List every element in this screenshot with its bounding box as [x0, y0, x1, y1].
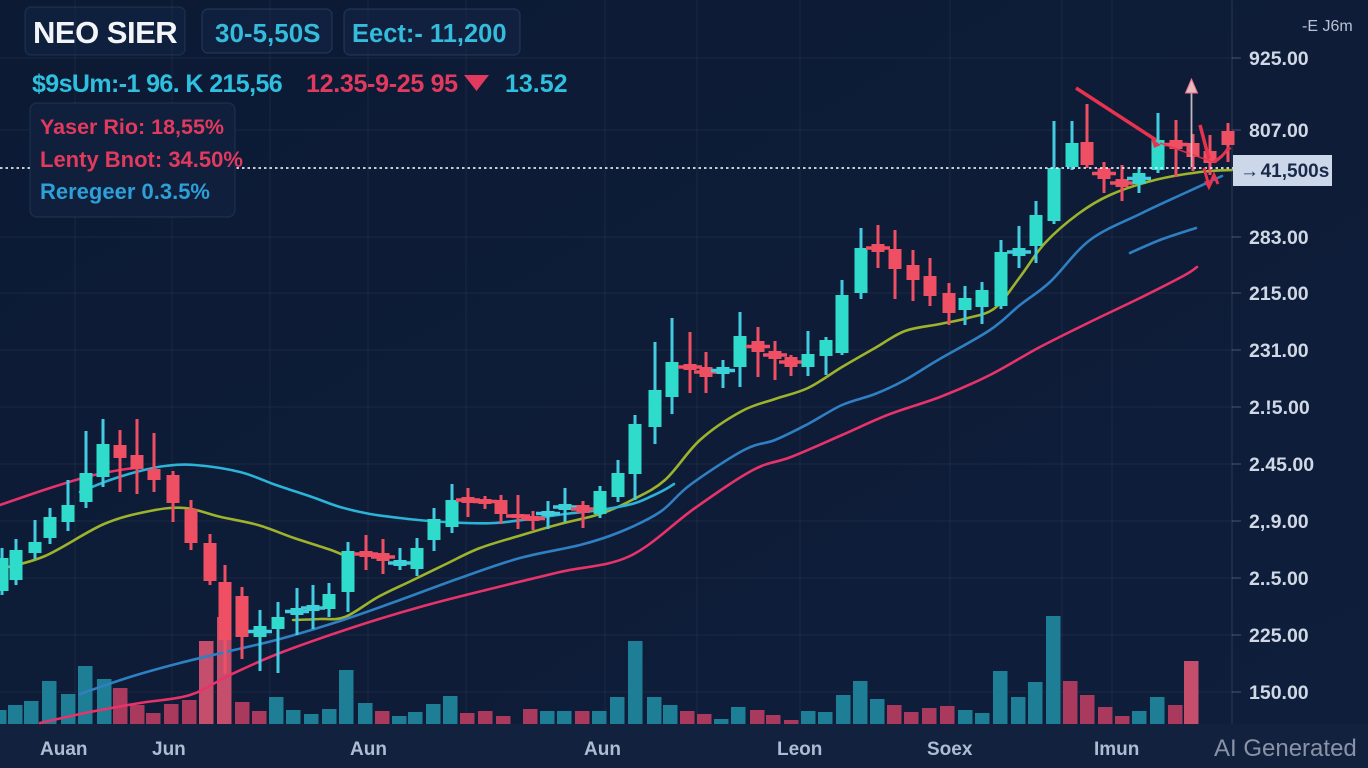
- svg-text:Yaser Rio: 18,55%: Yaser Rio: 18,55%: [40, 115, 224, 139]
- svg-text:12.35-9-25 95: 12.35-9-25 95: [306, 70, 458, 98]
- svg-text:Leon: Leon: [777, 739, 822, 760]
- svg-text:13.52: 13.52: [505, 70, 568, 98]
- svg-text:2.!5.00: 2.!5.00: [1249, 397, 1310, 419]
- svg-text:807.00: 807.00: [1249, 120, 1309, 142]
- svg-text:-E J6m: -E J6m: [1302, 18, 1353, 35]
- svg-text:231.00: 231.00: [1249, 340, 1309, 362]
- svg-text:Imun: Imun: [1094, 739, 1139, 760]
- svg-text:Reregeer 0.3.5%: Reregeer 0.3.5%: [40, 179, 210, 204]
- svg-text:30-5,50S: 30-5,50S: [215, 18, 321, 48]
- svg-text:925.00: 925.00: [1249, 48, 1309, 70]
- svg-text:Aun: Aun: [584, 739, 621, 760]
- svg-text:2..5.00: 2..5.00: [1249, 568, 1309, 590]
- svg-text:2.45.00: 2.45.00: [1249, 454, 1314, 476]
- svg-text:$9sUm:-1 96. K 215,56: $9sUm:-1 96. K 215,56: [32, 70, 282, 98]
- svg-text:2,.9.00: 2,.9.00: [1249, 511, 1309, 533]
- svg-text:150.00: 150.00: [1249, 682, 1309, 704]
- svg-text:Jun: Jun: [152, 739, 186, 760]
- svg-text:NEO SIER: NEO SIER: [33, 15, 177, 50]
- svg-text:283.00: 283.00: [1249, 227, 1309, 249]
- svg-text:Auan: Auan: [40, 739, 88, 760]
- svg-text:Aun: Aun: [350, 739, 387, 760]
- svg-text:Eect:- 11,200: Eect:- 11,200: [352, 20, 507, 48]
- svg-text:Lenty Bnot: 34.50%: Lenty Bnot: 34.50%: [40, 147, 243, 172]
- svg-text:→ 41,500s: → 41,500s: [1240, 161, 1329, 182]
- svg-text:AI Generated: AI Generated: [1214, 735, 1357, 762]
- svg-text:225.00: 225.00: [1249, 625, 1309, 647]
- svg-text:215.00: 215.00: [1249, 283, 1309, 305]
- svg-text:Soex: Soex: [927, 739, 973, 760]
